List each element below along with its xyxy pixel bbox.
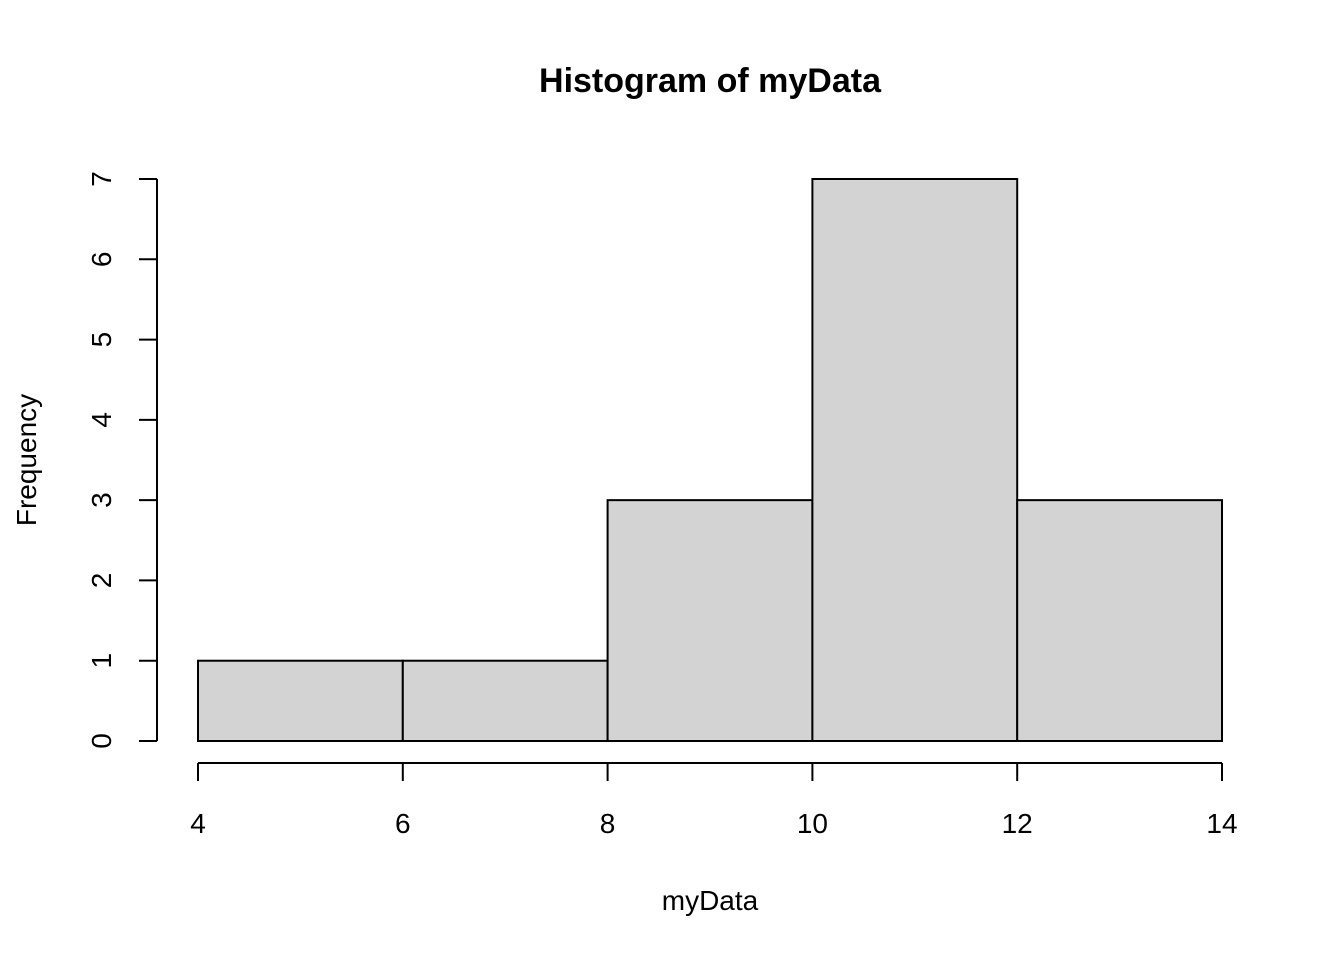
- x-axis: 4 6 8 10 12 14: [190, 762, 1238, 839]
- x-axis-label: myData: [662, 885, 759, 916]
- y-tick-label: 3: [86, 492, 117, 508]
- histogram-bar-1: [197, 659, 404, 743]
- y-tick-label: 7: [86, 171, 117, 187]
- histogram-bar-4: [811, 178, 1019, 742]
- y-tick-label: 6: [86, 251, 117, 267]
- histogram-bar-2: [401, 659, 609, 743]
- histogram-bar-3: [606, 499, 814, 742]
- bars-group: [197, 178, 1224, 743]
- y-tick-label: 1: [86, 653, 117, 669]
- y-tick-label: 4: [86, 412, 117, 428]
- y-tick-label: 2: [86, 573, 117, 589]
- y-axis: 0 1 2 3 4 5 6 7: [86, 171, 158, 749]
- y-tick-label: 0: [86, 733, 117, 749]
- y-tick-label: 5: [86, 332, 117, 348]
- x-tick-label: 14: [1206, 808, 1237, 839]
- x-tick-label: 12: [1002, 808, 1033, 839]
- x-tick-label: 8: [600, 808, 616, 839]
- histogram-bar-5: [1016, 499, 1224, 742]
- x-tick-label: 6: [395, 808, 411, 839]
- x-tick-label: 10: [797, 808, 828, 839]
- y-axis-label: Frequency: [11, 394, 42, 526]
- chart-title: Histogram of myData: [539, 62, 882, 100]
- x-tick-label: 4: [190, 808, 206, 839]
